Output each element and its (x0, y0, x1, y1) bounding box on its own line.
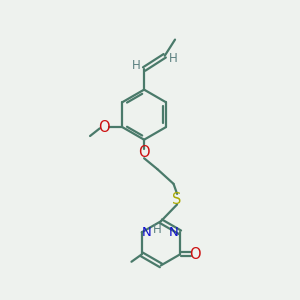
Text: O: O (98, 120, 110, 135)
Text: H: H (131, 59, 140, 72)
Text: N: N (142, 226, 152, 239)
Text: S: S (172, 192, 182, 207)
Text: O: O (138, 146, 150, 160)
Text: O: O (190, 247, 201, 262)
Text: H: H (153, 224, 161, 236)
Text: N: N (169, 226, 178, 239)
Text: H: H (169, 52, 177, 65)
